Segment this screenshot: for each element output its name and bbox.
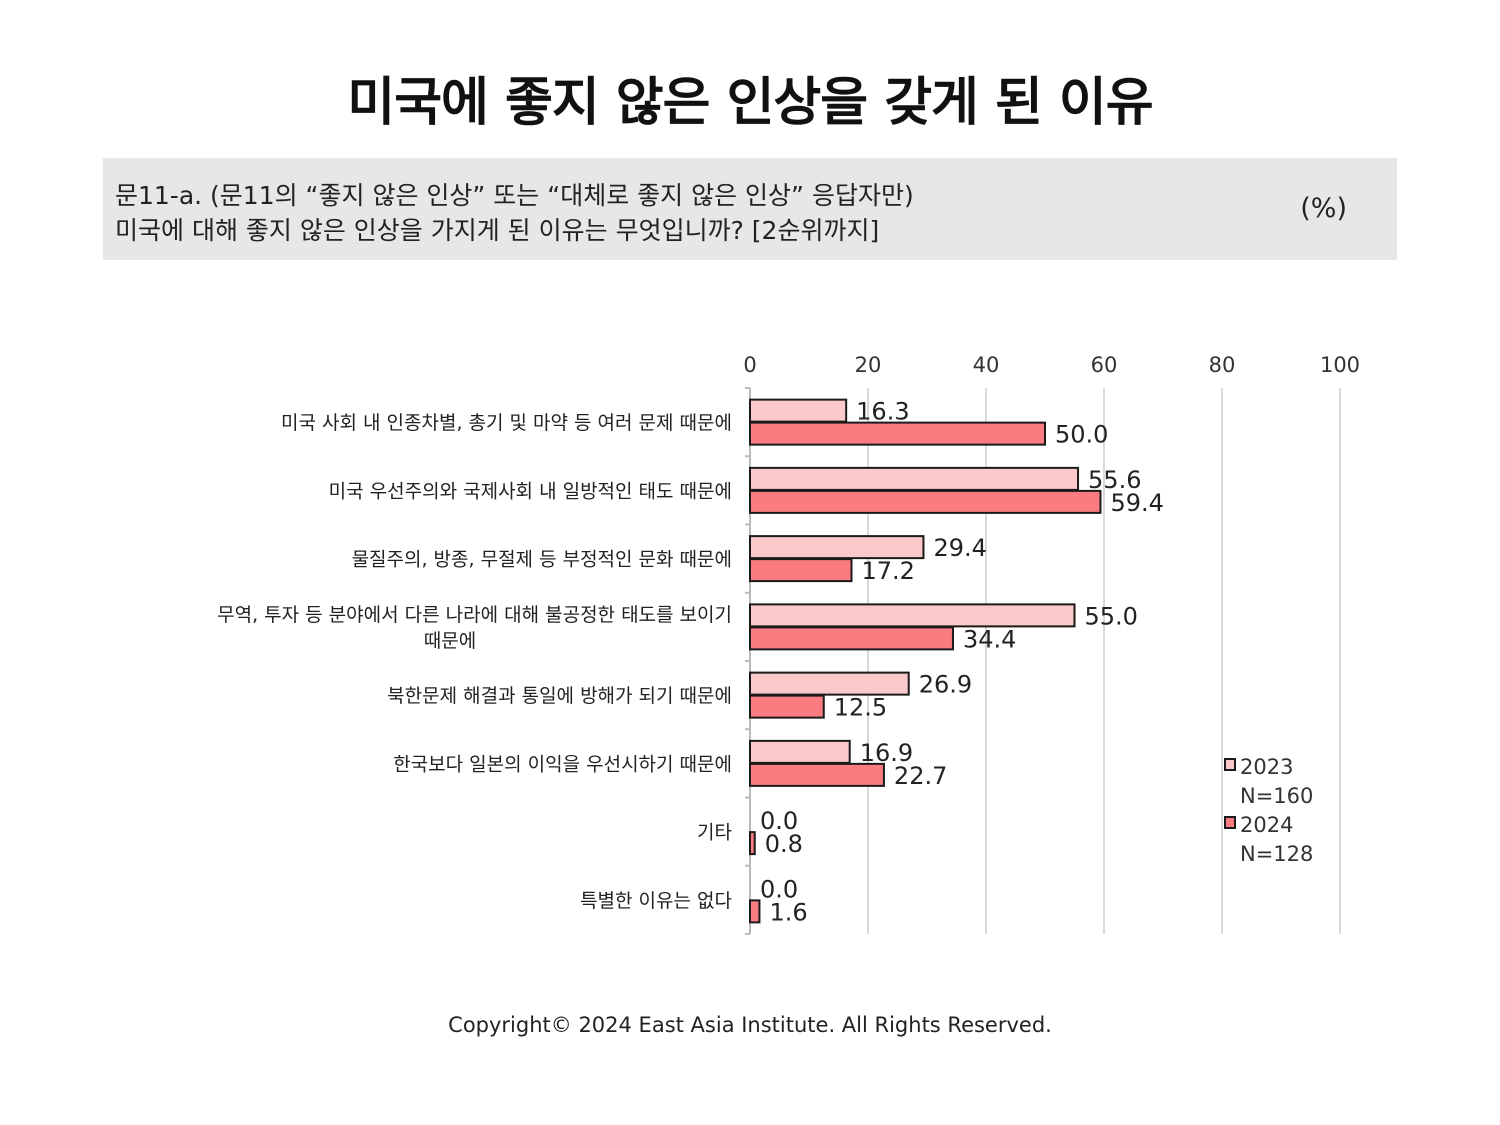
data-label-2024: 1.6: [769, 898, 807, 926]
bar-2024: [749, 694, 825, 719]
question-box: 문11-a. (문11의 “좋지 않은 인상” 또는 “대체로 좋지 않은 인상…: [103, 158, 1397, 260]
page-title: 미국에 좋지 않은 인상을 갖게 된 이유: [347, 73, 1153, 133]
bar-2023: [749, 535, 925, 560]
bar-2023: [749, 671, 910, 696]
legend-swatch-2024: [1224, 816, 1236, 829]
bar-2023: [749, 398, 848, 423]
question-line-1: 문11-a. (문11의 “좋지 않은 인상” 또는 “대체로 좋지 않은 인상…: [115, 181, 914, 210]
legend-sublabel-2023: N=160: [1240, 784, 1313, 808]
bar-2024: [749, 831, 756, 856]
x-tick-label: 40: [973, 353, 1000, 377]
bar-2024: [749, 421, 1046, 446]
unit-label: (%): [1300, 193, 1347, 224]
legend-label-2024: 2024: [1240, 813, 1293, 837]
copyright-footer: Copyright© 2024 East Asia Institute. All…: [448, 1013, 1052, 1037]
data-label-2023: 0.0: [760, 875, 798, 903]
category-label: 때문에: [424, 630, 476, 652]
data-label-2023: 55.0: [1085, 602, 1138, 630]
category-label: 특별한 이유는 없다: [580, 890, 732, 912]
bar-2024: [749, 489, 1102, 514]
x-tick-label: 60: [1091, 353, 1118, 377]
category-label: 북한문제 해결과 통일에 방해가 되기 때문에: [387, 685, 732, 707]
x-tick-label: 100: [1320, 353, 1360, 377]
data-label-2024: 0.8: [765, 830, 803, 858]
category-label: 무역, 투자 등 분야에서 다른 나라에 대해 불공정한 태도를 보이기: [217, 604, 732, 626]
data-label-2023: 0.0: [760, 807, 798, 835]
bar-2024: [749, 899, 761, 924]
data-label-2023: 16.3: [856, 398, 909, 426]
category-label: 물질주의, 방종, 무절제 등 부정적인 문화 때문에: [352, 549, 732, 571]
data-label-2024: 34.4: [963, 625, 1016, 653]
bar-2023: [749, 466, 1080, 491]
legend-label-2023: 2023: [1240, 755, 1293, 779]
data-label-2024: 59.4: [1110, 489, 1163, 517]
data-label-2024: 17.2: [861, 557, 914, 585]
question-line-2: 미국에 대해 좋지 않은 인상을 가지게 된 이유는 무엇입니까? [2순위까지…: [115, 216, 880, 245]
x-tick-label: 80: [1209, 353, 1236, 377]
category-label: 기타: [697, 822, 732, 844]
category-label: 미국 우선주의와 국제사회 내 일방적인 태도 때문에: [329, 480, 732, 502]
data-label-2024: 22.7: [894, 762, 947, 790]
data-label-2023: 26.9: [919, 671, 972, 699]
category-label: 한국보다 일본의 이익을 우선시하기 때문에: [393, 753, 732, 775]
bar-2023: [749, 739, 851, 764]
data-label-2024: 50.0: [1055, 421, 1108, 449]
data-label-2023: 55.6: [1088, 466, 1141, 494]
bar-2024: [749, 558, 853, 583]
bar-2023: [749, 603, 1076, 628]
bar-2024: [749, 626, 954, 651]
data-label-2023: 29.4: [933, 534, 986, 562]
category-label: 미국 사회 내 인종차별, 총기 및 마약 등 여러 문제 때문에: [281, 412, 732, 434]
x-tick-label: 0: [743, 353, 756, 377]
x-tick-label: 20: [855, 353, 882, 377]
legend-sublabel-2024: N=128: [1240, 842, 1313, 866]
data-label-2024: 12.5: [834, 694, 887, 722]
data-label-2023: 16.9: [860, 739, 913, 767]
bar-2024: [749, 762, 885, 787]
legend-swatch-2023: [1224, 758, 1236, 771]
